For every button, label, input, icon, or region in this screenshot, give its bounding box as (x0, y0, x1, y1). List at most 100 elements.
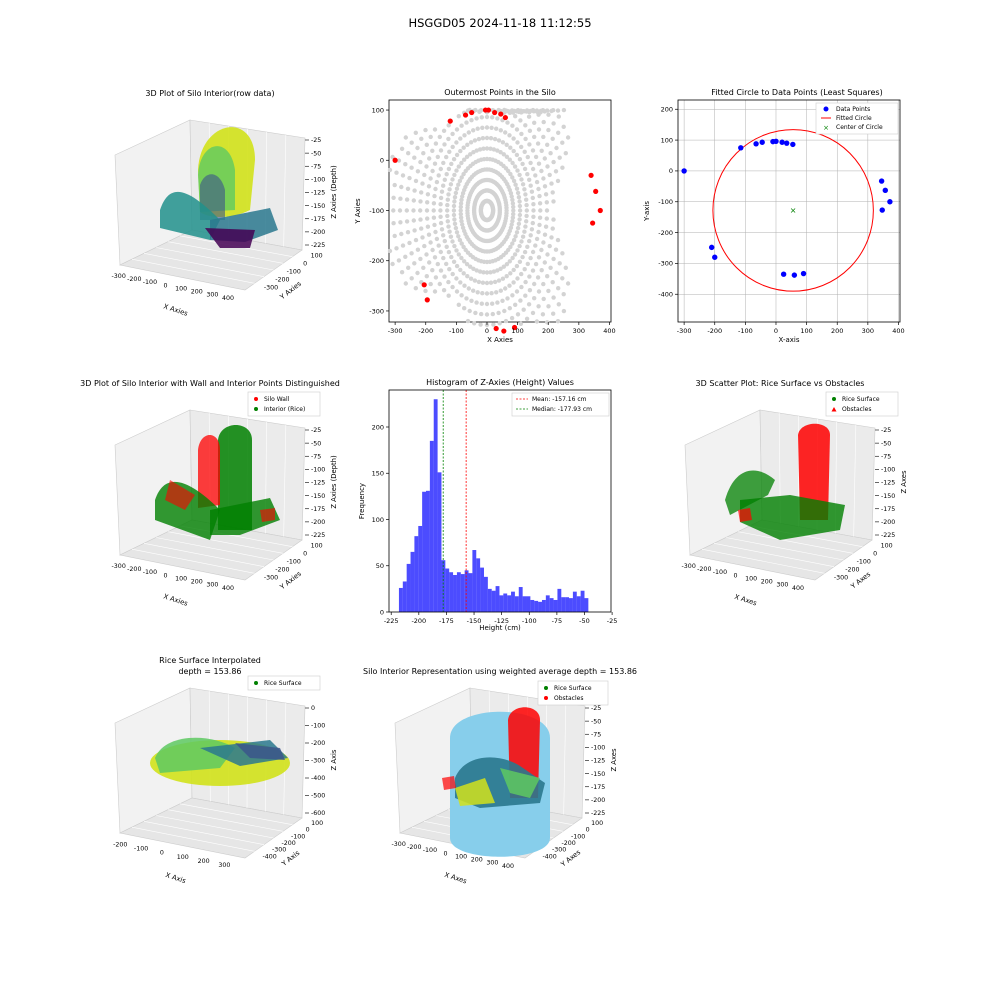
x-tick-label: 200 (198, 858, 210, 865)
grey-point (473, 310, 478, 316)
grey-point (531, 214, 536, 219)
grey-point (540, 312, 546, 317)
grey-point (409, 140, 414, 145)
grey-point (484, 125, 490, 130)
grey-point (515, 248, 520, 253)
grey-point (495, 300, 500, 305)
x-tick-label: -300 (392, 841, 406, 848)
grey-point (411, 218, 416, 223)
x-tick-label: -150 (467, 617, 482, 625)
grey-point (510, 255, 515, 261)
y-axis-label: Frequency (358, 483, 366, 519)
grey-point (536, 186, 541, 192)
axes-frame (677, 99, 901, 323)
grey-point (459, 293, 464, 298)
grey-point (539, 268, 544, 273)
grey-point (490, 311, 495, 317)
grey-point (551, 121, 556, 126)
z-tick-label: -125 (591, 758, 605, 765)
grey-point (537, 222, 542, 228)
grid-line (143, 543, 265, 567)
grey-point (471, 128, 476, 133)
grey-point (445, 197, 450, 202)
grey-point (438, 249, 443, 255)
grey-point (526, 114, 532, 119)
grey-point (530, 310, 536, 316)
x-tick-label: -125 (494, 617, 509, 625)
grey-point (507, 157, 512, 162)
grey-point (407, 240, 412, 246)
grey-point (542, 232, 548, 237)
grey-point (510, 175, 515, 180)
grey-point (500, 140, 506, 145)
grey-point (474, 116, 479, 121)
grey-point (531, 109, 536, 114)
histogram-bar (418, 525, 423, 612)
grey-point (535, 109, 540, 114)
data-point (887, 199, 893, 205)
grey-point (517, 157, 523, 162)
histogram-bar (514, 596, 519, 612)
grey-point (461, 171, 466, 177)
histogram-bar (557, 588, 562, 612)
grey-point (551, 256, 556, 262)
grey-point (415, 145, 420, 151)
grey-point (441, 183, 446, 188)
grey-point (458, 208, 463, 213)
grey-point (438, 220, 444, 226)
outer-point (498, 111, 504, 117)
grey-point (520, 234, 526, 239)
grey-point (523, 293, 528, 298)
grey-point (413, 286, 418, 291)
grey-point (396, 258, 402, 263)
z-tick-label: -100 (311, 723, 325, 730)
histogram-bar (445, 568, 450, 612)
outer-point (501, 328, 507, 334)
grey-point (523, 224, 528, 229)
y-tick-label: 100 (661, 136, 673, 144)
legend-label: Rice Surface (554, 685, 592, 692)
histogram-bar (398, 587, 403, 612)
grey-point (520, 161, 525, 167)
grey-point (517, 259, 523, 264)
grey-point (518, 118, 523, 123)
grey-point (515, 168, 520, 173)
grey-point (505, 296, 510, 301)
grey-point (522, 229, 527, 234)
grey-point (474, 148, 479, 153)
fitted-circle (712, 129, 874, 292)
grey-point (503, 286, 508, 291)
grey-point (511, 148, 516, 154)
panel-title-line2: depth = 153.86 (178, 667, 241, 676)
outer-red-points (392, 107, 603, 334)
grey-point (430, 168, 435, 174)
grey-point (510, 160, 515, 166)
grey-point (539, 168, 544, 174)
grey-point (460, 222, 465, 227)
data-point (712, 254, 718, 260)
legend-marker-rice (544, 686, 548, 690)
data-point (878, 178, 885, 184)
grey-point (446, 136, 451, 142)
data-point (753, 141, 759, 147)
y-tick-label: 0 (586, 827, 590, 834)
grid-line (143, 821, 265, 845)
grey-point (532, 120, 537, 125)
grey-point (488, 270, 493, 275)
outer-point (511, 324, 518, 331)
y-tick-label: -100 (287, 268, 301, 275)
grey-point (500, 276, 506, 281)
raw-floor-deep (205, 228, 255, 248)
grey-point (505, 120, 510, 125)
outer-point (590, 220, 596, 226)
grey-point (539, 148, 544, 153)
histogram-bar (530, 599, 535, 612)
data-point (790, 141, 796, 148)
legend-label: Rice Surface (264, 680, 302, 687)
grey-point (517, 217, 522, 222)
z-tick-label: 0 (311, 705, 315, 712)
grey-point (545, 164, 550, 169)
grey-point (426, 184, 432, 189)
y-tick-label: 0 (303, 260, 307, 267)
z-axis-label: Z Axes (900, 470, 908, 493)
